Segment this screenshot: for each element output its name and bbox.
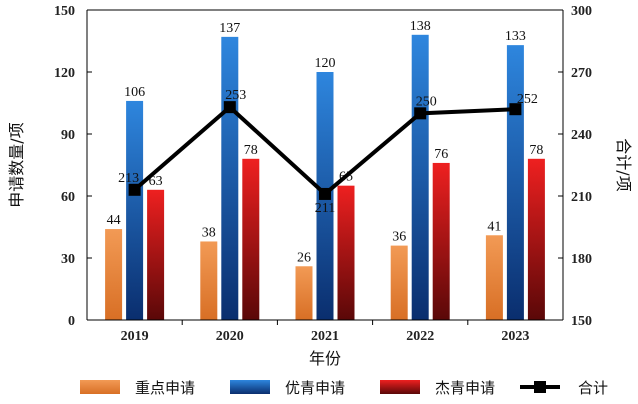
data-label-重点申请-2022: 36 [392,230,406,245]
legend-label-杰青申请: 杰青申请 [435,379,495,397]
legend-swatch-重点申请 [80,380,120,394]
bar-重点申请-2020 [200,241,218,320]
y-tick-label-60: 60 [61,190,75,205]
bar-优青申请-2023 [506,45,524,321]
y-tick-label-90: 90 [61,128,75,143]
bar-杰青申请-2023 [527,158,545,320]
y2-axis-title: 合计/项 [614,138,633,191]
point-合计-2019 [128,183,141,196]
data-label-优青申请-2022: 138 [410,19,431,34]
legend-swatch-优青申请 [230,380,270,394]
axes: 0 30 60 90 120 150 150 180 210 240 270 300 2019 2020 2… [7,4,633,368]
data-label-优青申请-2023: 133 [505,29,526,44]
bar-重点申请-2023 [485,235,503,320]
legend-swatch-杰青申请 [380,380,420,394]
y2-tick-label-240: 240 [571,128,592,143]
y2-tick-label-300: 300 [571,4,592,19]
data-label-合计-2019: 213 [118,171,139,186]
x-tick-label-2020: 2020 [216,329,244,344]
point-合计-2020 [223,101,236,114]
legend-label-优青申请: 优青申请 [285,379,345,397]
data-label-合计-2020: 253 [225,88,246,103]
bar-杰青申请-2022 [432,162,450,320]
data-label-杰青申请-2020: 78 [244,143,258,158]
y-tick-label-150: 150 [54,4,75,19]
y2-tick-label-210: 210 [571,190,592,205]
bar-杰青申请-2020 [242,158,260,320]
legend: 重点申请 优青申请 杰青申请 合计 [80,379,608,397]
y-axis-title: 申请数量/项 [7,122,26,207]
point-合计-2023 [509,103,522,116]
y2-tick-label-150: 150 [571,314,592,329]
data-label-重点申请-2020: 38 [202,225,216,240]
data-label-杰青申请-2019: 63 [149,174,163,189]
data-label-重点申请-2021: 26 [297,250,311,265]
legend-label-重点申请: 重点申请 [135,379,195,397]
y-tick-label-120: 120 [54,66,75,81]
bar-重点申请-2019 [105,229,123,320]
x-tick-label-2021: 2021 [311,329,339,344]
bar-重点申请-2021 [295,266,313,320]
bar-优青申请-2019 [126,100,144,320]
bar-杰青申请-2019 [147,189,165,320]
bar-优青申请-2020 [221,36,239,320]
data-label-合计-2022: 250 [416,94,437,109]
data-label-杰青申请-2022: 76 [434,147,448,162]
y2-tick-label-270: 270 [571,66,592,81]
point-合计-2021 [319,187,331,200]
y-tick-label-30: 30 [61,252,75,267]
data-label-优青申请-2020: 137 [219,21,240,36]
x-tick-label-2019: 2019 [121,329,149,344]
legend-marker-合计 [534,381,546,393]
bar-优青申请-2022 [411,34,429,321]
data-label-杰青申请-2023: 78 [529,143,543,158]
data-label-优青申请-2019: 106 [124,85,145,100]
data-label-合计-2023: 252 [517,92,538,107]
x-tick-label-2022: 2022 [406,329,434,344]
data-label-合计-2021: 211 [315,201,335,216]
data-label-优青申请-2021: 120 [315,56,336,71]
y-tick-label-0: 0 [68,314,75,329]
x-axis-title: 年份 [309,349,341,368]
data-label-重点申请-2023: 41 [487,219,501,234]
y2-tick-label-180: 180 [571,252,592,267]
x-tick-label-2023: 2023 [501,329,529,344]
point-合计-2022 [414,107,427,120]
bar-重点申请-2022 [390,245,408,320]
bar-杰青申请-2021 [337,185,355,320]
data-label-重点申请-2019: 44 [107,213,121,228]
legend-label-合计: 合计 [578,379,608,397]
